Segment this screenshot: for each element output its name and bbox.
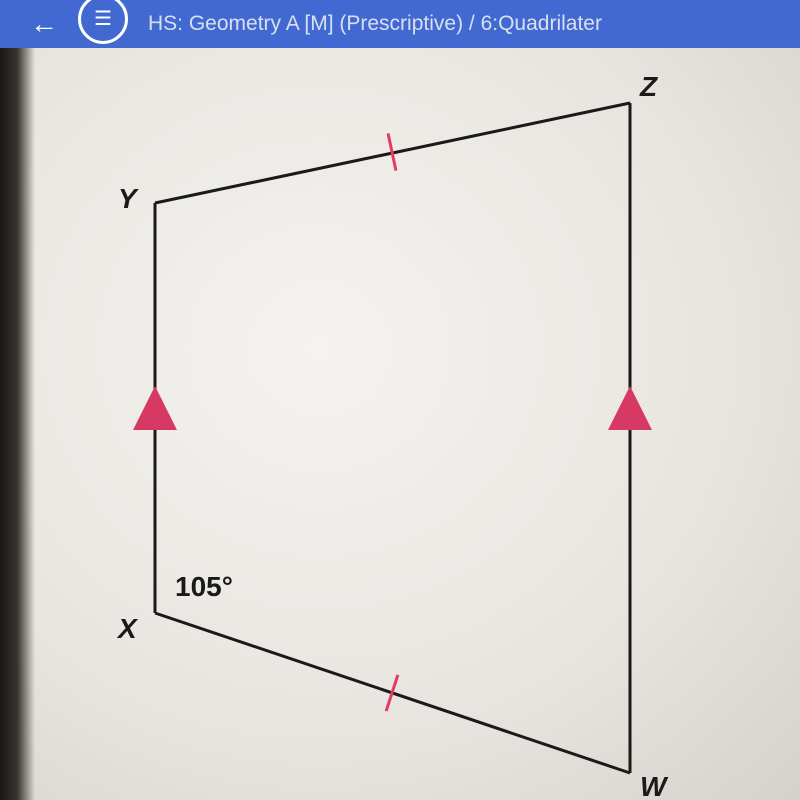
angle-label: 105° xyxy=(175,571,233,602)
vertex-label-W: W xyxy=(640,771,669,800)
app-header: ← ☰ HS: Geometry A [M] (Prescriptive) / … xyxy=(0,0,800,48)
breadcrumb: HS: Geometry A [M] (Prescriptive) / 6:Qu… xyxy=(148,12,602,36)
back-arrow-icon[interactable]: ← xyxy=(30,8,58,40)
quadrilateral-edges xyxy=(155,103,630,773)
document-icon[interactable]: ☰ xyxy=(78,0,128,44)
diagram-canvas: Y Z W X 105° xyxy=(0,48,800,800)
vertex-label-Y: Y xyxy=(118,183,139,214)
vertex-label-Z: Z xyxy=(639,71,658,102)
parallel-arrow-right xyxy=(608,386,652,430)
parallel-arrow-left xyxy=(133,386,177,430)
quadrilateral-diagram: Y Z W X 105° xyxy=(0,48,800,800)
vertex-label-X: X xyxy=(116,613,139,644)
